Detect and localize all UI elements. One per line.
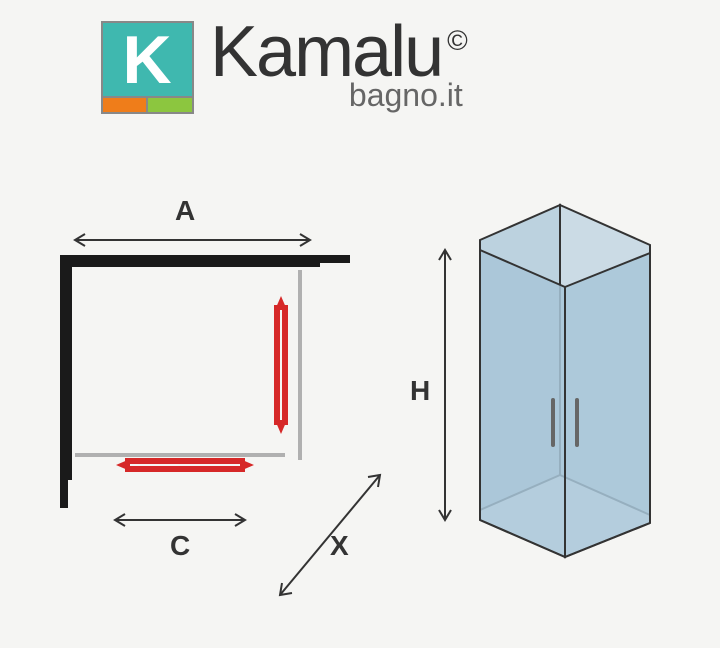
brand-subtitle: bagno.it xyxy=(349,77,463,114)
brand-name: Kamalu xyxy=(210,20,442,85)
label-x: X xyxy=(330,530,349,562)
label-a: A xyxy=(175,195,195,227)
logo-mark: K xyxy=(100,20,195,115)
copyright-icon: © xyxy=(447,25,468,57)
logo-text: Kamalu © bagno.it xyxy=(210,20,463,114)
diagram-area: A C X H xyxy=(0,200,720,620)
iso-view-diagram xyxy=(410,185,710,585)
logo: K Kamalu © bagno.it xyxy=(100,20,463,115)
label-c: C xyxy=(170,530,190,562)
label-h: H xyxy=(410,375,430,407)
svg-text:K: K xyxy=(122,22,171,98)
